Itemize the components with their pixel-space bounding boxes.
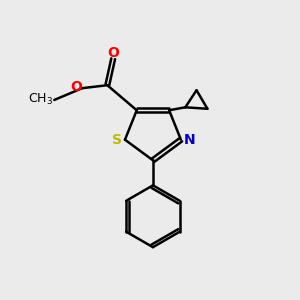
- Text: O: O: [107, 46, 119, 60]
- Text: N: N: [183, 133, 195, 147]
- Text: O: O: [70, 80, 82, 94]
- Text: S: S: [112, 133, 122, 147]
- Text: CH$_3$: CH$_3$: [28, 92, 53, 107]
